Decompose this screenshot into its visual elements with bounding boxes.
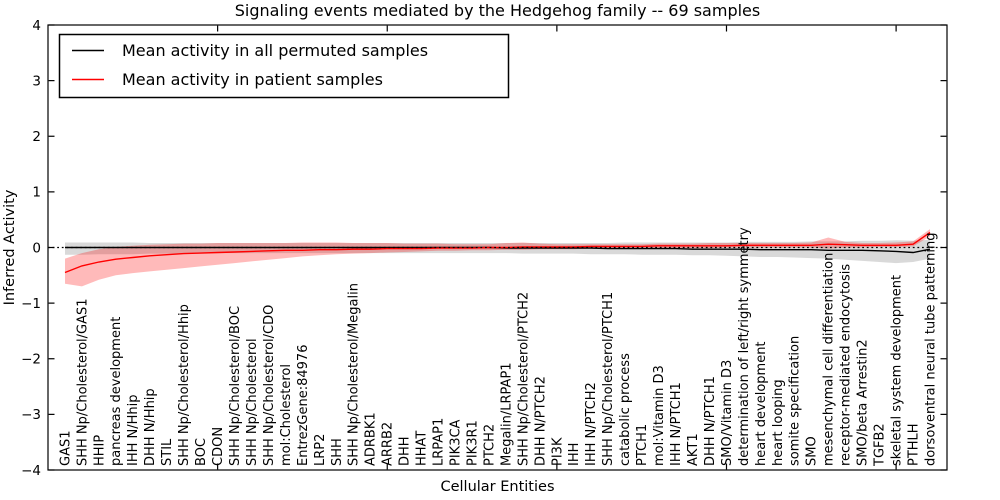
legend-label-patient: Mean activity in patient samples [122, 70, 383, 89]
y-axis-title: Inferred Activity [2, 189, 18, 305]
category-label: SHH Np/Cholesterol/GAS1 [75, 298, 90, 466]
x-category-labels: GAS1 SHH Np/Cholesterol/GAS1 HHIP pancreas … [58, 227, 938, 467]
chart-title: Signaling events mediated by the Hedgeho… [235, 1, 760, 20]
category-label: IHH N/Hhip [126, 395, 141, 467]
category-label: HHIP [92, 435, 107, 466]
category-label: heart looping [771, 379, 786, 466]
category-label: ARRB2 [381, 422, 396, 466]
y-tick-label: 4 [32, 18, 41, 34]
category-label: DHH N/PTCH1 [703, 376, 718, 466]
category-label: PIK3CA [448, 419, 463, 466]
confidence-bands [65, 229, 930, 287]
category-label: receptor-mediated endocytosis [839, 264, 854, 466]
category-label: IHH [567, 443, 582, 466]
y-tick-label: 1 [32, 185, 41, 201]
legend: Mean activity in all permuted samples Me… [58, 33, 510, 99]
category-label: SHH Np/Cholesterol [245, 338, 260, 466]
category-label: SHH Np/Cholesterol/PTCH2 [516, 292, 531, 466]
category-label: ADRBK1 [364, 412, 379, 466]
category-label: GAS1 [58, 431, 73, 467]
y-tick-label: 3 [32, 73, 41, 89]
category-label: DHH N/Hhip [143, 388, 158, 466]
category-label: EntrezGene:84976 [296, 345, 311, 466]
category-label: STIL [160, 438, 175, 466]
category-label: HHAT [415, 431, 430, 466]
y-tick-label: −2 [21, 352, 41, 368]
category-label: SHH Np/Cholesterol/BOC [228, 306, 243, 466]
category-label: SMO [805, 436, 820, 466]
series-lines [48, 231, 947, 274]
category-label: IHH N/PTCH1 [669, 382, 684, 466]
category-label: IHH N/PTCH2 [584, 382, 599, 466]
y-tick-label: −3 [21, 407, 41, 423]
category-label: LRPAP1 [432, 418, 447, 466]
category-label: PTHLH [906, 423, 921, 466]
category-label: determination of left/right symmetry [737, 227, 752, 466]
category-label: SHH Np/Cholesterol/Hhip [177, 304, 192, 466]
x-axis-title: Cellular Entities [440, 479, 554, 495]
legend-box [58, 33, 510, 99]
category-label: SHH Np/Cholesterol/Megalin [347, 283, 362, 466]
category-label: mesenchymal cell differentiation [822, 253, 837, 466]
y-tick-label: 0 [32, 240, 41, 256]
series-line-1 [64, 231, 931, 274]
category-label: LRP2 [313, 434, 328, 466]
category-label: PIK3R1 [465, 420, 480, 466]
legend-label-permuted: Mean activity in all permuted samples [122, 41, 428, 60]
category-label: dorsoventral neural tube patterning [923, 233, 938, 466]
category-label: SMO/beta Arrestin2 [856, 339, 871, 466]
series-band-1 [65, 229, 930, 287]
category-label: SMO/Vitamin D3 [720, 360, 735, 466]
category-label: Megalin/LRPAP1 [499, 362, 514, 466]
category-label: AKT1 [686, 433, 701, 466]
category-label: SHH [330, 438, 345, 466]
category-label: somite specification [788, 336, 803, 466]
category-label: TGFB2 [873, 423, 888, 467]
category-label: PI3K [550, 437, 565, 466]
category-label: PTCH2 [482, 424, 497, 466]
category-label: mol:Vitamin D3 [652, 365, 667, 466]
y-tick-labels: 4 3 2 1 0 −1 −2 −3 −4 [21, 18, 41, 479]
y-tick-label: 2 [32, 129, 41, 145]
category-label: pancreas development [109, 317, 124, 466]
category-label: DHH N/PTCH2 [533, 376, 548, 466]
category-label: mol:Cholesterol [279, 364, 294, 466]
category-label: BOC [194, 438, 209, 466]
y-tick-label: −1 [21, 296, 41, 312]
category-label: PTCH1 [635, 424, 650, 466]
axis-ticks [48, 24, 947, 471]
category-label: SHH Np/Cholesterol/PTCH1 [601, 292, 616, 466]
category-label: heart development [754, 341, 769, 466]
category-label: CDON [211, 427, 226, 466]
category-label: SHH Np/Cholesterol/CDO [262, 305, 277, 466]
category-label: skeletal system development [890, 275, 905, 466]
y-tick-label: −4 [21, 463, 41, 479]
category-label: catabolic process [618, 353, 633, 466]
category-label: DHH [398, 436, 413, 466]
